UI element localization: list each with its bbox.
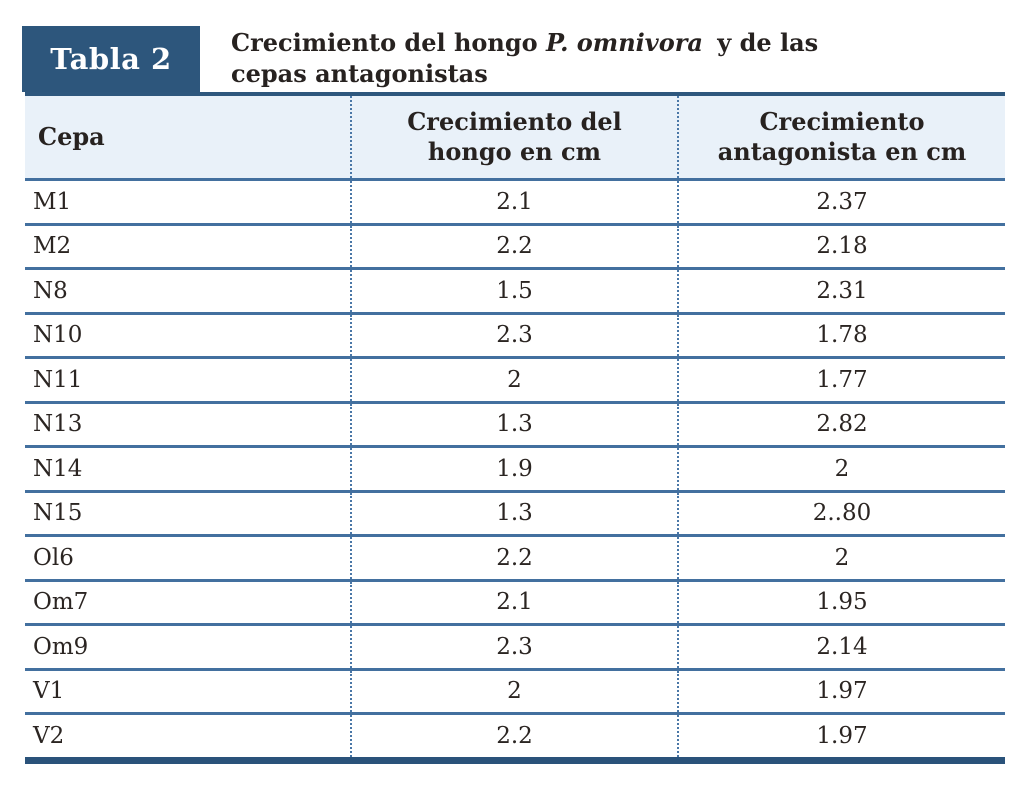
- cell-antagonist-growth: 1.78: [677, 311, 1005, 358]
- cell-hongo-growth: 1.9: [350, 445, 678, 491]
- cell-hongo-growth: 2.2: [350, 534, 678, 580]
- cell-hongo-growth: 1.3: [350, 489, 678, 536]
- table-row: N8 1.5 2.31: [25, 267, 1005, 313]
- cell-antagonist-growth: 2.31: [677, 267, 1005, 313]
- col-header-cepa-line: Cepa: [38, 122, 105, 151]
- col-header-cepa: Cepa: [25, 94, 351, 180]
- cell-hongo-growth: 1.3: [350, 400, 678, 447]
- cell-cepa: N15: [25, 489, 351, 536]
- cell-hongo-growth: 2: [350, 667, 678, 714]
- cell-cepa: M1: [25, 178, 351, 224]
- cell-antagonist-growth: 2.18: [677, 222, 1005, 269]
- table-row: M1 2.1 2.37: [25, 178, 1005, 224]
- cell-cepa: M2: [25, 222, 351, 269]
- cell-hongo-growth: 2.2: [350, 712, 678, 760]
- table-row: Ol6 2.2 2: [25, 534, 1005, 580]
- cell-hongo-growth: 1.5: [350, 267, 678, 313]
- cell-cepa: N8: [25, 267, 351, 313]
- table-row: N15 1.3 2..80: [25, 489, 1005, 536]
- cell-cepa: Om9: [25, 623, 351, 669]
- cell-antagonist-growth: 2..80: [677, 489, 1005, 536]
- table-number-label: Tabla 2: [50, 42, 172, 76]
- cell-hongo-growth: 2.2: [350, 222, 678, 269]
- cell-cepa: N11: [25, 356, 351, 402]
- table-number-badge: Tabla 2: [22, 26, 200, 92]
- table-row: Om9 2.3 2.14: [25, 623, 1005, 669]
- table-row: N13 1.3 2.82: [25, 400, 1005, 447]
- cell-antagonist-growth: 1.97: [677, 667, 1005, 714]
- header-row: Cepa Crecimiento del hongo en cm Crecimi…: [25, 94, 1005, 180]
- col-header-antagonista-line1: Crecimiento: [759, 107, 925, 136]
- table-row: N10 2.3 1.78: [25, 311, 1005, 358]
- title-species-italic: P. omnivora: [546, 28, 703, 57]
- cell-hongo-growth: 2.1: [350, 178, 678, 224]
- cell-cepa: V2: [25, 712, 351, 760]
- col-header-hongo-line2: hongo en cm: [427, 137, 602, 166]
- title-text-start: Crecimiento del hongo: [231, 28, 546, 57]
- table-row: N11 2 1.77: [25, 356, 1005, 402]
- cell-cepa: Ol6: [25, 534, 351, 580]
- title-text-end: y de las cepas antagonistas: [231, 28, 819, 88]
- table-row: V1 2 1.97: [25, 667, 1005, 714]
- cell-antagonist-growth: 1.77: [677, 356, 1005, 402]
- cell-antagonist-growth: 2: [677, 445, 1005, 491]
- cell-cepa: Om7: [25, 578, 351, 625]
- cell-antagonist-growth: 1.97: [677, 712, 1005, 760]
- cell-antagonist-growth: 2.37: [677, 178, 1005, 224]
- cell-cepa: V1: [25, 667, 351, 714]
- table-row: Om7 2.1 1.95: [25, 578, 1005, 625]
- col-header-antagonista: Crecimiento antagonista en cm: [677, 94, 1005, 180]
- cell-hongo-growth: 2.1: [350, 578, 678, 625]
- table-body: M1 2.1 2.37 M2 2.2 2.18 N8 1.5 2.31: [25, 178, 1005, 760]
- cell-cepa: N10: [25, 311, 351, 358]
- cell-antagonist-growth: 2.14: [677, 623, 1005, 669]
- cell-hongo-growth: 2.3: [350, 311, 678, 358]
- table-row: V2 2.2 1.97: [25, 712, 1005, 760]
- col-header-antagonista-line2: antagonista en cm: [717, 137, 967, 166]
- table-row: N14 1.9 2: [25, 445, 1005, 491]
- cell-cepa: N14: [25, 445, 351, 491]
- cell-antagonist-growth: 1.95: [677, 578, 1005, 625]
- cell-antagonist-growth: 2: [677, 534, 1005, 580]
- col-header-hongo: Crecimiento del hongo en cm: [350, 94, 678, 180]
- cell-hongo-growth: 2: [350, 356, 678, 402]
- table-row: M2 2.2 2.18: [25, 222, 1005, 269]
- cell-hongo-growth: 2.3: [350, 623, 678, 669]
- col-header-hongo-line1: Crecimiento del: [407, 107, 622, 136]
- growth-table: Cepa Crecimiento del hongo en cm Crecimi…: [25, 92, 1005, 764]
- table-title: Crecimiento del hongo P. omnivora y de l…: [231, 27, 899, 89]
- growth-table-container: Cepa Crecimiento del hongo en cm Crecimi…: [25, 92, 1005, 764]
- cell-antagonist-growth: 2.82: [677, 400, 1005, 447]
- cell-cepa: N13: [25, 400, 351, 447]
